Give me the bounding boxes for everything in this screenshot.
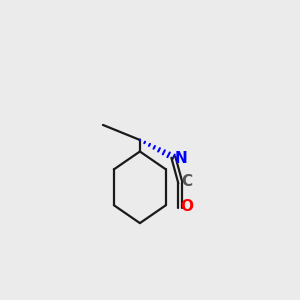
Text: N: N (174, 151, 187, 166)
Text: C: C (181, 175, 192, 190)
Text: O: O (180, 200, 193, 214)
